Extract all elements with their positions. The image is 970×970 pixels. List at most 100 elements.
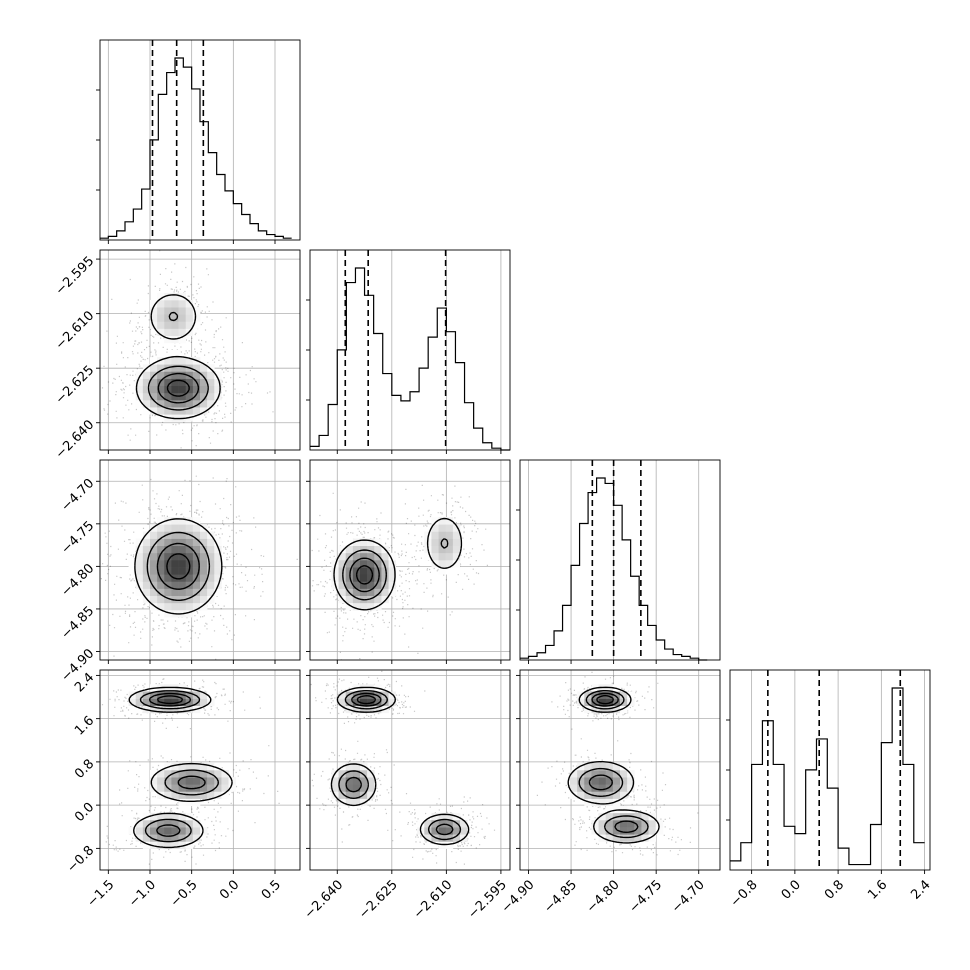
contour-line — [330, 686, 470, 846]
density-cell — [627, 784, 635, 792]
density-cell — [584, 762, 592, 771]
density-cell — [171, 705, 179, 714]
density-cell — [135, 385, 144, 394]
density-cell — [584, 784, 592, 792]
density-cell — [207, 371, 215, 379]
density-cell — [150, 595, 158, 604]
density-cell — [150, 812, 158, 821]
panel-p2-vs-p1 — [306, 459, 511, 664]
density-cell — [185, 798, 194, 807]
density-cell — [171, 762, 179, 771]
density-cell — [142, 574, 151, 582]
density-cell — [360, 705, 368, 714]
density-cell — [178, 392, 187, 401]
density-cell — [171, 307, 179, 315]
density-cell — [164, 392, 172, 401]
density-cell — [605, 812, 614, 821]
density-cell — [135, 827, 144, 835]
density-cell — [338, 791, 347, 799]
density-cell — [164, 400, 172, 408]
density-cell — [192, 392, 201, 401]
density-cell — [605, 820, 614, 828]
density-cell — [345, 538, 354, 547]
density-cell — [452, 538, 461, 547]
density-cell — [577, 791, 585, 799]
density-cell — [445, 834, 454, 842]
density-cell — [178, 827, 187, 835]
density-cell — [185, 371, 194, 379]
density-cell — [612, 791, 621, 799]
sample-points — [310, 670, 496, 865]
density-cell — [352, 762, 361, 771]
density-cell — [185, 602, 194, 611]
density-cell — [207, 545, 215, 554]
density-cell — [157, 307, 165, 315]
density-cell — [598, 798, 607, 807]
y-tick-label-p2: −4.75 — [59, 519, 98, 558]
density-cell — [150, 538, 158, 547]
density-cell — [135, 581, 144, 589]
density-cell — [150, 581, 158, 589]
density-cell — [338, 698, 347, 707]
density-cell — [605, 691, 614, 699]
density-cell — [171, 841, 179, 849]
density-cell — [438, 560, 447, 568]
density-cell — [338, 560, 347, 568]
contour-line — [578, 690, 649, 839]
density-cell — [157, 560, 165, 568]
density-cell — [360, 567, 368, 575]
density-cell — [164, 545, 172, 554]
density-cell — [157, 400, 165, 408]
x-tick-label-p2: −4.70 — [669, 877, 708, 916]
density-cell — [200, 791, 208, 799]
density-cell — [171, 292, 179, 301]
density-cell — [352, 770, 361, 778]
density-cell — [157, 414, 165, 422]
density-cell — [171, 545, 179, 554]
density-cell — [164, 300, 172, 308]
density-cell — [178, 385, 187, 394]
density-cell — [171, 328, 179, 337]
density-cell — [381, 560, 389, 568]
density-cell — [135, 567, 144, 575]
density-cell — [591, 705, 599, 714]
density-cell — [142, 567, 151, 575]
density-cell — [142, 834, 151, 842]
density-cell — [620, 791, 628, 799]
density-cell — [438, 538, 447, 547]
density-cell — [352, 791, 361, 799]
density-cell — [374, 581, 382, 589]
density-cell — [338, 777, 347, 785]
density-cell — [150, 314, 158, 322]
density-cell — [192, 560, 201, 568]
histogram-step — [310, 267, 510, 451]
density-cell — [338, 588, 347, 597]
density-cell — [164, 698, 172, 707]
density-cell — [345, 762, 354, 771]
density-cell — [605, 777, 614, 785]
density-cell — [185, 545, 194, 554]
contour-line — [338, 690, 462, 841]
x-tick-label-p2: −4.85 — [541, 877, 580, 916]
density-cell — [157, 545, 165, 554]
density-cell — [164, 834, 172, 842]
density-cell — [150, 777, 158, 785]
density-cell — [445, 531, 454, 539]
density-cell — [200, 371, 208, 379]
density-cell — [185, 400, 194, 408]
density-cell — [185, 762, 194, 771]
density-cell — [150, 602, 158, 611]
density-cell — [171, 385, 179, 394]
density-cell — [185, 307, 194, 315]
density-cell — [367, 595, 375, 604]
density-cell — [591, 820, 599, 828]
density-cell — [214, 784, 222, 792]
density-cell — [157, 581, 165, 589]
density-cell — [431, 820, 439, 828]
density-cell — [431, 538, 439, 547]
density-cell — [150, 820, 158, 828]
density-cell — [200, 762, 208, 771]
density-cell — [605, 770, 614, 778]
axes-frame — [99, 39, 301, 241]
x-tick-label-p1: −2.625 — [356, 877, 401, 922]
